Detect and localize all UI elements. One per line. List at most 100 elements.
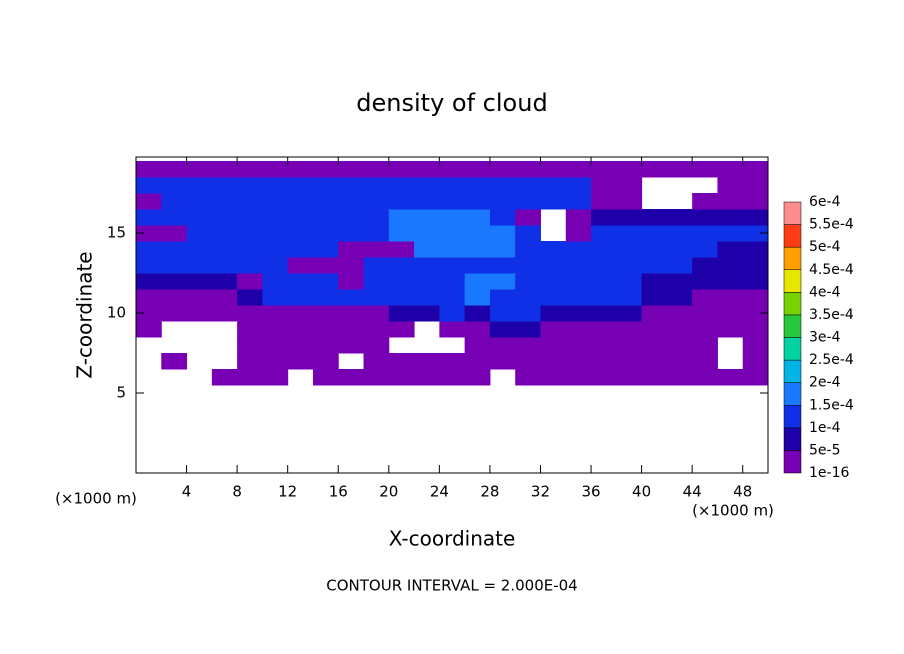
field-cell: [591, 193, 617, 210]
field-cell: [717, 321, 744, 338]
colorbar-label: 5e-5: [809, 442, 840, 458]
field-cell: [591, 161, 617, 178]
field-cell: [363, 321, 390, 338]
field-cell: [464, 337, 491, 354]
field-cell: [666, 161, 693, 178]
field-cell: [388, 369, 415, 386]
field-cell: [338, 161, 365, 178]
field-cell: [388, 193, 415, 210]
field-cell: [338, 177, 365, 194]
field-cell: [692, 305, 718, 322]
field-cell: [565, 321, 592, 338]
field-cell: [388, 209, 415, 226]
field-cell: [262, 193, 289, 210]
field-cell: [717, 369, 744, 386]
x-tick-label: 48: [733, 483, 752, 501]
field-cell: [388, 241, 415, 258]
field-cell: [363, 209, 390, 226]
field-cell: [464, 289, 491, 306]
field-cell: [742, 273, 769, 290]
field-cell: [186, 209, 213, 226]
field-cell: [262, 177, 289, 194]
field-cell: [237, 225, 263, 242]
field-cell: [161, 193, 188, 210]
colorbar-label: 1e-16: [809, 465, 849, 481]
field-cell: [742, 161, 769, 178]
colorbar-label: 4e-4: [809, 284, 841, 300]
field-cell: [439, 369, 466, 386]
field-cell: [211, 225, 238, 242]
field-cell: [565, 177, 592, 194]
colorbar-band: [783, 405, 802, 429]
field-cell: [641, 337, 668, 354]
field-cell: [489, 177, 516, 194]
field-cell: [186, 241, 213, 258]
field-cell: [338, 369, 365, 386]
field-cell: [262, 225, 289, 242]
field-cell: [742, 305, 769, 322]
field-cell: [363, 353, 390, 370]
field-cell: [312, 273, 339, 290]
field-cell: [414, 353, 440, 370]
field-cell: [616, 193, 643, 210]
field-cell: [262, 353, 289, 370]
field-cell: [363, 337, 390, 354]
field-cell: [287, 353, 314, 370]
y-unit: (×1000 m): [55, 490, 137, 508]
x-tick-label: 28: [480, 483, 499, 501]
field-cell: [464, 369, 491, 386]
field-cell: [666, 337, 693, 354]
field-cell: [388, 289, 415, 306]
field-cell: [237, 369, 263, 386]
field-cell: [489, 257, 516, 274]
field-cell: [515, 289, 541, 306]
colorbar-band: [783, 450, 802, 474]
colorbar-label: 1.5e-4: [809, 397, 854, 413]
field-cell: [439, 289, 466, 306]
field-cell: [515, 321, 541, 338]
field-cell: [312, 241, 339, 258]
field-cell: [211, 257, 238, 274]
y-tick-label: 10: [107, 304, 126, 322]
field-cell: [515, 337, 541, 354]
field-cell: [565, 241, 592, 258]
field-cell: [616, 321, 643, 338]
field-cell: [540, 177, 567, 194]
field-cell: [692, 369, 718, 386]
field-cell: [641, 209, 668, 226]
field-cell: [186, 161, 213, 178]
field-cell: [287, 225, 314, 242]
field-cell: [565, 209, 592, 226]
field-cell: [211, 209, 238, 226]
colorbar-band: [783, 269, 802, 293]
field-cell: [464, 209, 491, 226]
field-cell: [666, 369, 693, 386]
field-cell: [161, 177, 188, 194]
field-cell: [591, 241, 617, 258]
colorbar-band: [783, 314, 802, 338]
field-cell: [237, 161, 263, 178]
x-unit: (×1000 m): [692, 502, 774, 520]
field-cell: [641, 305, 668, 322]
field-cell: [136, 257, 162, 274]
field-cell: [136, 209, 162, 226]
x-tick-label: 16: [329, 483, 348, 501]
field-cell: [439, 353, 466, 370]
colorbar-label: 2.5e-4: [809, 352, 854, 368]
field-cell: [237, 209, 263, 226]
field-cell: [464, 193, 491, 210]
field-cell: [591, 257, 617, 274]
field-cell: [591, 273, 617, 290]
field-cell: [489, 353, 516, 370]
field-cell: [641, 225, 668, 242]
chart-title: density of cloud: [356, 89, 547, 117]
field-cell: [439, 209, 466, 226]
field-cell: [338, 305, 365, 322]
field-cell: [287, 209, 314, 226]
field-cell: [464, 321, 491, 338]
field-cell: [161, 257, 188, 274]
field-cell: [161, 209, 188, 226]
x-tick-label: 40: [632, 483, 651, 501]
field-cell: [692, 273, 718, 290]
field-cell: [692, 161, 718, 178]
